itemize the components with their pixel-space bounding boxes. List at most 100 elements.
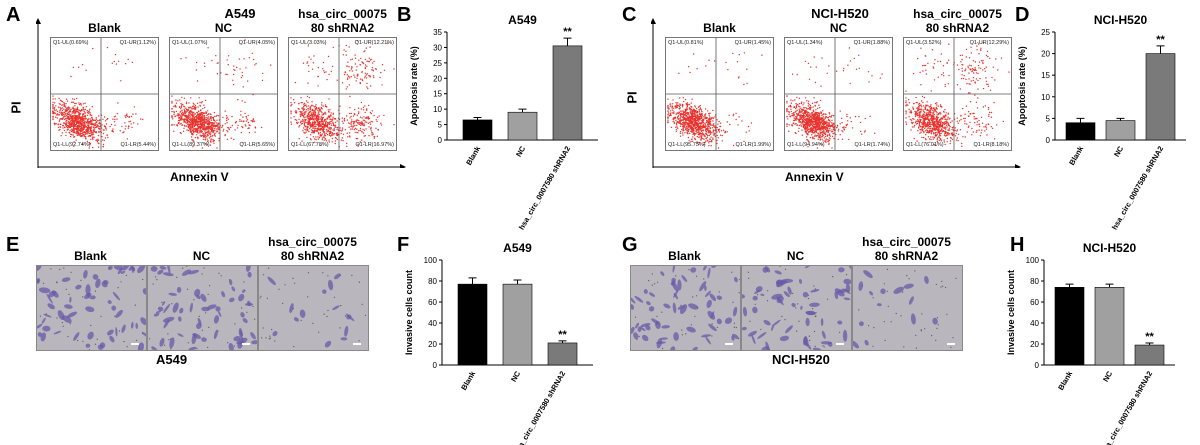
panel-letter-e: E bbox=[6, 234, 20, 256]
bar bbox=[1054, 286, 1085, 366]
flow-plot-label: NC bbox=[829, 21, 848, 35]
y-tick-label: 15 bbox=[433, 90, 442, 99]
flow-scatter-plot: Q1-UL(1.34%) Q1-UR(1.88%) Q1-LL(94.94%) Q1-… bbox=[784, 37, 893, 151]
y-tick-label: 5 bbox=[1046, 114, 1051, 123]
quadrant-ll-label: Q1-LL(94.94%) bbox=[787, 142, 825, 148]
y-tick-label: 5 bbox=[438, 121, 443, 130]
y-tick-label: 100 bbox=[1026, 256, 1040, 265]
significance-label: ** bbox=[563, 26, 572, 38]
quadrant-ur-label: Q1-UR(12.21%) bbox=[354, 40, 394, 46]
quadrant-ul-label: Q1-UL(1.07%) bbox=[172, 40, 208, 46]
error-bar bbox=[1145, 342, 1154, 346]
y-tick-label: 20 bbox=[428, 340, 437, 349]
scatter-dots bbox=[666, 38, 773, 150]
category-label: Blank bbox=[1067, 144, 1085, 167]
bar bbox=[1105, 120, 1136, 141]
y-tick-label: 40 bbox=[428, 319, 437, 328]
significance-label: ** bbox=[1145, 331, 1154, 343]
y-tick-label: 80 bbox=[428, 277, 437, 286]
panel-letter-a: A bbox=[6, 4, 21, 26]
cells-image bbox=[148, 266, 257, 350]
flow-plot-label: NC bbox=[214, 21, 233, 35]
panel-letter-d: D bbox=[1015, 4, 1030, 26]
error-bar bbox=[1105, 283, 1114, 288]
bar bbox=[1145, 53, 1176, 141]
bar bbox=[547, 342, 578, 366]
category-label: Blank bbox=[464, 144, 482, 167]
error-bar bbox=[1065, 283, 1074, 288]
photo-label: NC bbox=[192, 249, 211, 263]
panel-letter-b: B bbox=[397, 4, 412, 26]
y-tick-label: 10 bbox=[1041, 93, 1050, 102]
y-tick-label: 0 bbox=[1046, 136, 1051, 145]
scatter-dots bbox=[289, 38, 396, 150]
error-bar bbox=[513, 279, 522, 285]
flow-scatter-plot: Q1-UL(3.52%) Q1-UR(12.29%) Q1-LL(76.01%) Q1… bbox=[903, 37, 1012, 151]
y-tick-label: 30 bbox=[433, 43, 442, 52]
chart-title: A549 bbox=[508, 13, 537, 27]
category-label: NC bbox=[509, 369, 523, 383]
quadrant-lr-label: Q1-LR(5.65%) bbox=[239, 142, 275, 148]
category-label: Blank bbox=[459, 369, 477, 392]
quadrant-ur-label: Q1-UR(1.12%) bbox=[119, 40, 156, 46]
y-axis-label: Invasive cells count bbox=[404, 270, 414, 355]
panel-g-cell-line: NCI-H520 bbox=[772, 352, 830, 367]
transwell-micrograph bbox=[852, 265, 963, 351]
transwell-micrograph bbox=[741, 265, 852, 351]
error-bar bbox=[473, 116, 482, 120]
bar bbox=[457, 283, 488, 366]
transwell-micrograph bbox=[36, 265, 147, 351]
quadrant-ul-label: Q1-UL(0.81%) bbox=[668, 40, 704, 46]
quadrant-ul-label: Q1-UL(3.03%) bbox=[291, 40, 327, 46]
error-bar bbox=[1116, 117, 1125, 121]
quadrant-ur-label: Q1-UR(12.29%) bbox=[969, 40, 1009, 46]
quadrant-ll-label: Q1-LL(67.78%) bbox=[291, 142, 329, 148]
quadrant-lr-label: Q1-LR(1.74%) bbox=[854, 142, 890, 148]
error-bar bbox=[468, 277, 477, 285]
y-axis-label: Apoptosis rate (%) bbox=[1017, 46, 1027, 126]
panel-c-axes bbox=[651, 18, 1021, 168]
flow-plot-label: hsa_circ_00075 80 shRNA2 bbox=[913, 7, 1002, 35]
scatter-dots bbox=[170, 38, 277, 150]
bar bbox=[502, 283, 533, 366]
y-axis-label: Apoptosis rate (%) bbox=[409, 46, 419, 126]
photo-label: hsa_circ_00075 80 shRNA2 bbox=[268, 235, 357, 263]
quadrant-lr-label: Q1-LR(16.97%) bbox=[355, 142, 394, 148]
scatter-dots bbox=[904, 38, 1011, 150]
photo-label: NC bbox=[786, 249, 805, 263]
error-bar bbox=[518, 108, 527, 113]
chart-h: NCI-H520 Invasive cells count 0 20 40 60 80 100… bbox=[1006, 241, 1175, 445]
panel-letter-g: G bbox=[622, 234, 638, 256]
bar bbox=[1134, 344, 1165, 366]
y-tick-label: 25 bbox=[1041, 28, 1050, 37]
error-bar bbox=[558, 340, 567, 343]
y-tick-label: 0 bbox=[1035, 361, 1040, 370]
quadrant-ll-label: Q1-LL(76.01%) bbox=[906, 142, 944, 148]
y-tick-label: 20 bbox=[433, 74, 442, 83]
quadrant-ur-label: Q1-UR(1.88%) bbox=[853, 40, 890, 46]
category-label: NC bbox=[1101, 369, 1115, 383]
bar bbox=[1065, 122, 1096, 141]
category-label: NC bbox=[514, 144, 528, 158]
y-tick-label: 60 bbox=[428, 298, 437, 307]
y-tick-label: 0 bbox=[438, 136, 443, 145]
y-tick-label: 100 bbox=[424, 256, 438, 265]
panel-a-axes bbox=[36, 18, 406, 168]
category-label: hsa_circ_0007580 shRNA2 bbox=[517, 145, 572, 232]
significance-label: ** bbox=[558, 329, 567, 341]
error-bar bbox=[1156, 45, 1165, 54]
flow-scatter-plot: Q1-UL(1.07%) Q1-UR(4.05%) Q1-LL(89.37%) Q1-… bbox=[169, 37, 278, 151]
cells-image bbox=[742, 266, 851, 350]
transwell-micrograph bbox=[630, 265, 741, 351]
quadrant-lr-label: Q1-LR(1.99%) bbox=[735, 142, 771, 148]
y-tick-label: 20 bbox=[1030, 340, 1039, 349]
quadrant-ul-label: Q1-UL(3.52%) bbox=[906, 40, 942, 46]
panel-a-title: A549 bbox=[224, 6, 256, 21]
quadrant-lr-label: Q1-LR(5.44%) bbox=[120, 142, 156, 148]
panel-c-title: NCI-H520 bbox=[811, 6, 869, 21]
y-tick-label: 35 bbox=[433, 28, 442, 37]
panel-letter-h: H bbox=[1010, 234, 1025, 256]
cells-image bbox=[259, 266, 368, 350]
bar bbox=[462, 119, 493, 141]
bar bbox=[552, 45, 583, 141]
